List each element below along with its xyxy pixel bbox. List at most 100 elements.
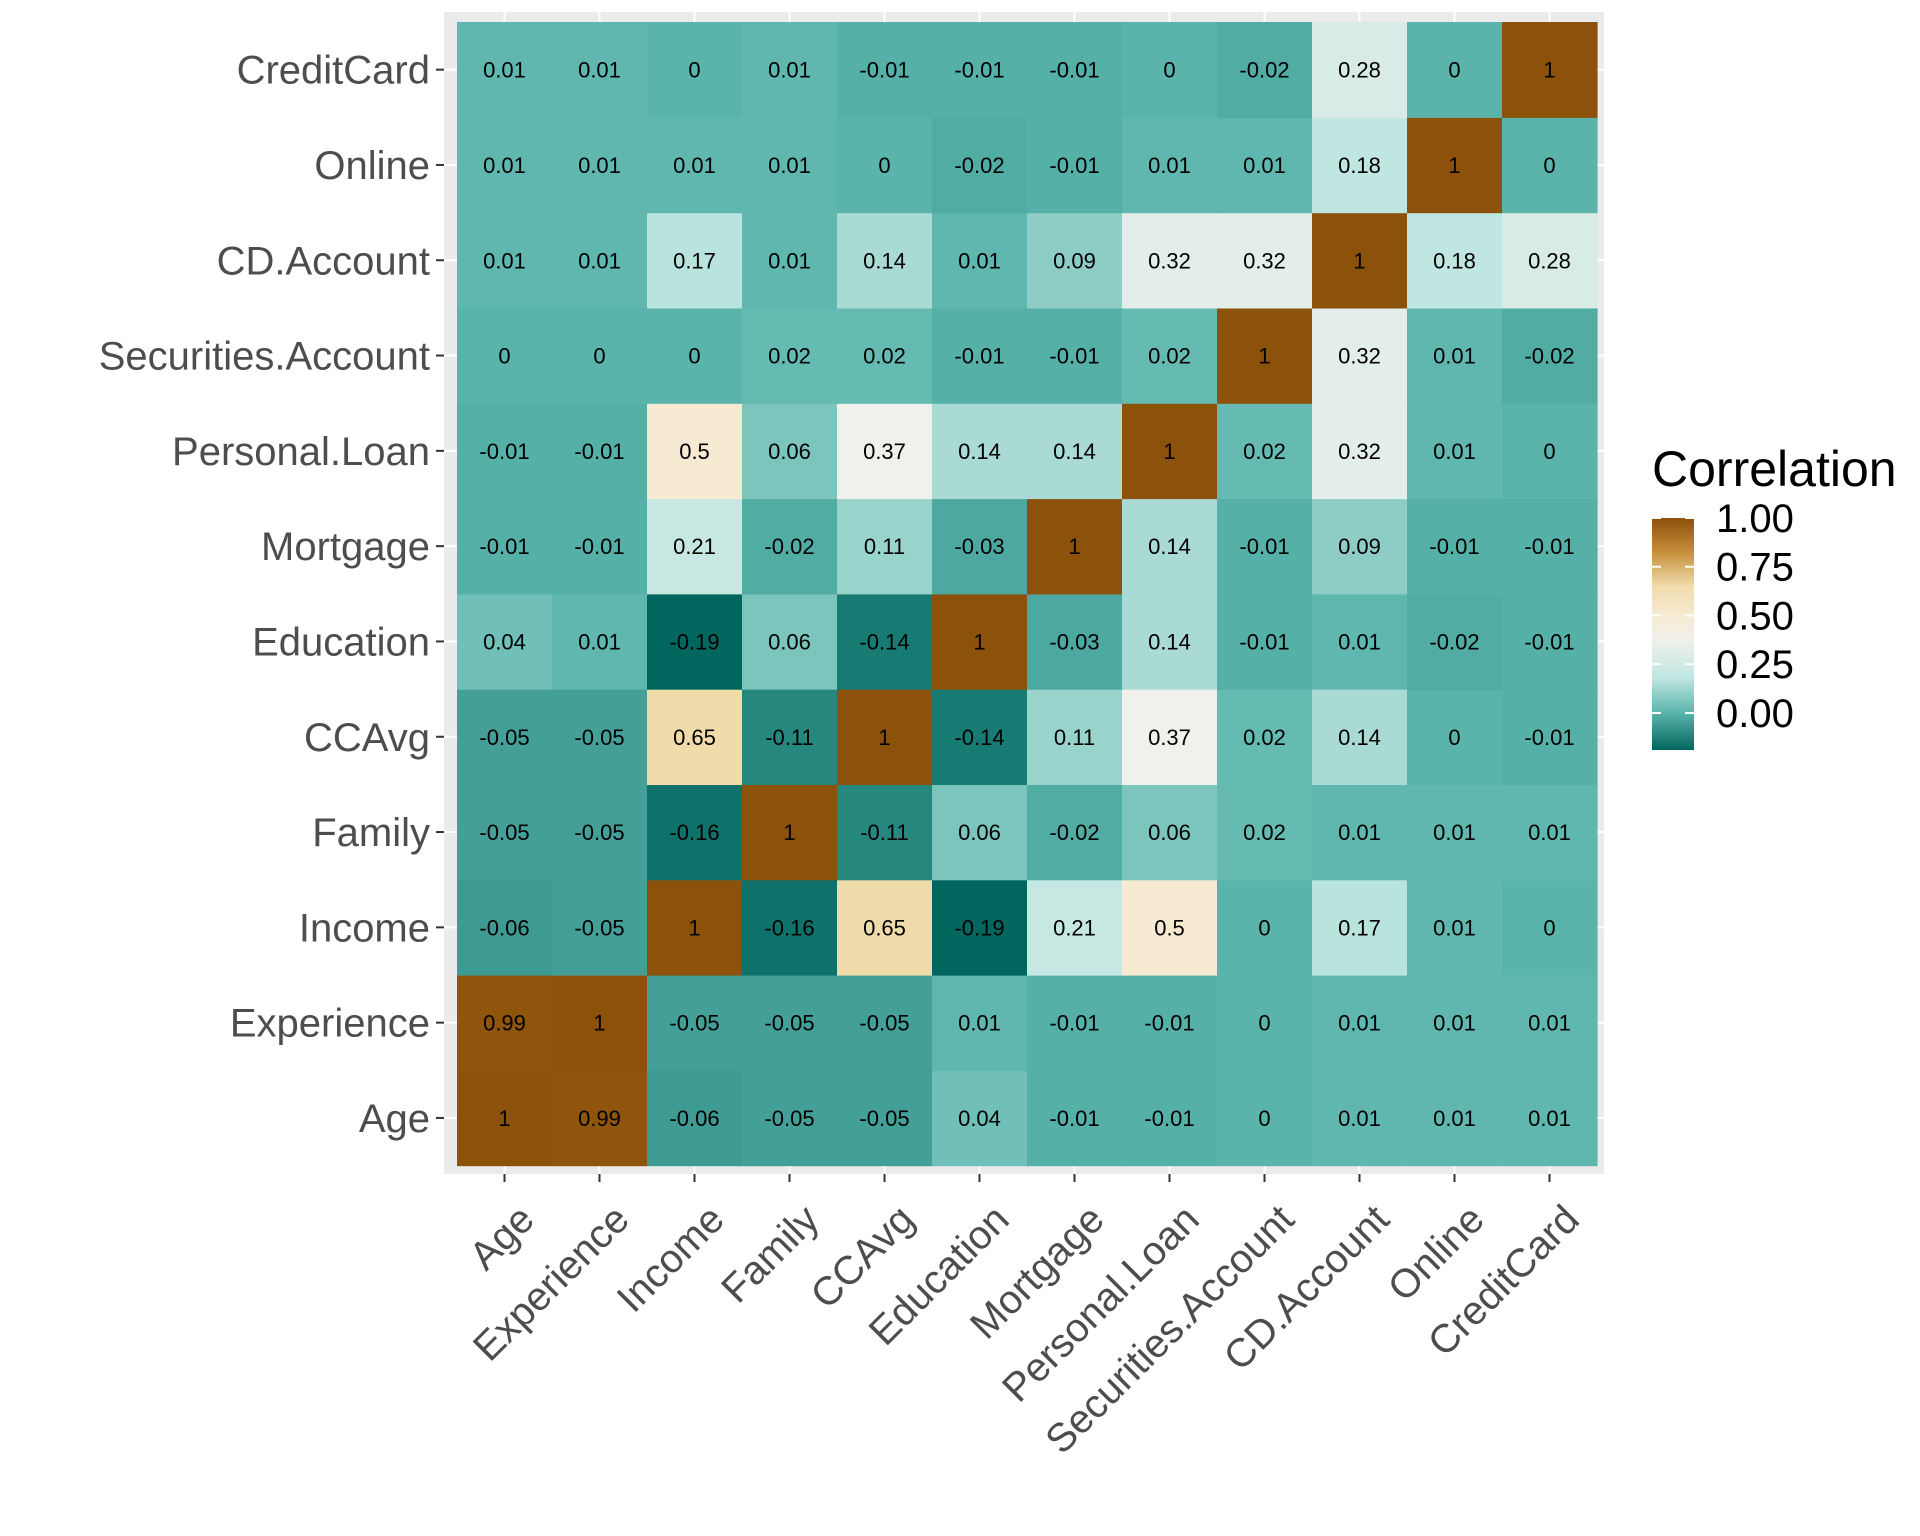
- cell-value-label: -0.01: [954, 344, 1004, 369]
- heatmap-cell-Education-CD.Account: [932, 212, 1028, 309]
- heatmap-cell-Age-Education: [457, 593, 553, 690]
- heatmap-cell-CreditCard-Experience: [1502, 975, 1598, 1071]
- cell-value-label: -0.05: [859, 1106, 909, 1131]
- heatmap-cell-Age-Family: [457, 784, 553, 881]
- heatmap-cell-Online-CD.Account: [1407, 212, 1503, 309]
- heatmap-cell-Family-CCAvg: [742, 689, 838, 785]
- heatmap-cell-CD.Account-Personal.Loan: [1312, 403, 1408, 500]
- heatmap-cell-Age-Securities.Account: [457, 307, 553, 404]
- cell-value-label: 0.01: [768, 248, 811, 273]
- heatmap-cell-Income-Income: [647, 879, 743, 976]
- y-tick-label: Family: [312, 811, 430, 855]
- heatmap-cell-Family-CreditCard: [742, 22, 838, 118]
- cell-value-label: 0.02: [1243, 820, 1286, 845]
- heatmap-cell-Family-Experience: [742, 975, 838, 1071]
- heatmap-cell-Education-Experience: [932, 975, 1028, 1071]
- heatmap-cell-CreditCard-Age: [1502, 1070, 1598, 1167]
- heatmap-cell-CD.Account-Online: [1312, 117, 1408, 214]
- heatmap-cell-Personal.Loan-Income: [1122, 879, 1218, 976]
- cell-value-label: -0.11: [860, 820, 909, 845]
- heatmap-cell-Age-Experience: [457, 975, 553, 1071]
- cell-value-label: -0.05: [574, 725, 624, 750]
- heatmap-cell-Education-Online: [932, 117, 1028, 214]
- cell-value-label: 0.02: [1148, 344, 1191, 369]
- heatmap-cell-Experience-Age: [552, 1070, 648, 1167]
- cell-value-label: -0.01: [1049, 344, 1099, 369]
- heatmap-cell-Online-Education: [1407, 593, 1503, 690]
- cell-value-label: 0.37: [863, 439, 906, 464]
- heatmap-cell-Online-Securities.Account: [1407, 307, 1503, 404]
- cell-value-label: 0.01: [578, 58, 621, 83]
- cell-value-label: -0.14: [859, 629, 909, 654]
- heatmap-cell-CD.Account-Family: [1312, 784, 1408, 881]
- heatmap-cell-Personal.Loan-Age: [1122, 1070, 1218, 1167]
- cell-value-label: 0.01: [1148, 153, 1191, 178]
- heatmap-cell-CreditCard-Education: [1502, 593, 1598, 690]
- heatmap-cell-CD.Account-Education: [1312, 593, 1408, 690]
- heatmap-cell-Personal.Loan-Online: [1122, 117, 1218, 214]
- heatmap-cell-Mortgage-Online: [1027, 117, 1123, 214]
- heatmap-cell-Securities.Account-Family: [1217, 784, 1313, 881]
- heatmap-cell-Online-Online: [1407, 117, 1503, 214]
- cell-value-label: -0.06: [669, 1106, 719, 1131]
- heatmap-cell-CreditCard-Income: [1502, 879, 1598, 976]
- heatmap-cell-Online-CreditCard: [1407, 22, 1503, 118]
- heatmap-cell-Education-Age: [932, 1070, 1028, 1167]
- cell-value-label: 0.28: [1338, 58, 1381, 83]
- cell-value-label: -0.19: [669, 629, 719, 654]
- cell-value-label: -0.02: [1429, 629, 1479, 654]
- cell-value-label: 0: [1543, 439, 1555, 464]
- cell-value-label: 0.01: [1243, 153, 1286, 178]
- heatmap-cell-CreditCard-Online: [1502, 117, 1598, 214]
- heatmap-cell-Education-Securities.Account: [932, 307, 1028, 404]
- heatmap-cell-Income-CD.Account: [647, 212, 743, 309]
- heatmap-cell-Experience-Personal.Loan: [552, 403, 648, 500]
- heatmap-cell-CCAvg-Income: [837, 879, 933, 976]
- heatmap-cell-CreditCard-Mortgage: [1502, 498, 1598, 595]
- cell-value-label: 0.65: [863, 915, 906, 940]
- cell-value-label: 0.32: [1338, 344, 1381, 369]
- heatmap-cell-Online-Income: [1407, 879, 1503, 976]
- cell-value-label: 0.01: [1433, 1011, 1476, 1036]
- heatmap-cell-Income-Mortgage: [647, 498, 743, 595]
- cell-value-label: 1: [1353, 248, 1365, 273]
- heatmap-cell-Experience-Family: [552, 784, 648, 881]
- cell-value-label: 1: [1068, 534, 1080, 559]
- cell-value-label: -0.01: [1049, 1106, 1099, 1131]
- y-tick-label: Securities.Account: [99, 335, 430, 379]
- heatmap-cell-CCAvg-CD.Account: [837, 212, 933, 309]
- cell-value-label: -0.01: [1144, 1106, 1194, 1131]
- cell-value-label: 0: [1163, 58, 1175, 83]
- heatmap-cell-Securities.Account-Income: [1217, 879, 1313, 976]
- heatmap-cell-Securities.Account-CD.Account: [1217, 212, 1313, 309]
- heatmap-cell-labels: 1 0.99 -0.06 -0.05 -0.05 0.04 -0.01 -0.01 0 0.01 0…: [479, 58, 1574, 1131]
- cell-value-label: 0: [1448, 58, 1460, 83]
- cell-value-label: 0: [498, 344, 510, 369]
- x-tick-label: Income: [609, 1197, 733, 1321]
- cell-value-label: 0.01: [1433, 439, 1476, 464]
- heatmap-cell-Online-CCAvg: [1407, 689, 1503, 785]
- heatmap-cell-CreditCard-CreditCard: [1502, 22, 1598, 118]
- heatmap-cell-Age-Age: [457, 1070, 553, 1167]
- heatmap-cell-Family-Personal.Loan: [742, 403, 838, 500]
- y-tick-label: Online: [314, 144, 430, 188]
- cell-value-label: -0.01: [1524, 725, 1574, 750]
- cell-value-label: 0.14: [863, 248, 906, 273]
- cell-value-label: 0.14: [1053, 439, 1096, 464]
- legend-ticks: 1.00 0.750.50 0.25 0.00: [1652, 497, 1794, 736]
- heatmap-cell-Family-Age: [742, 1070, 838, 1167]
- cell-value-label: -0.03: [1049, 629, 1099, 654]
- cell-value-label: 0.01: [1528, 1011, 1571, 1036]
- cell-value-label: 0.01: [768, 153, 811, 178]
- cell-value-label: 0.06: [768, 439, 811, 464]
- heatmap-cell-CreditCard-CCAvg: [1502, 689, 1598, 785]
- cell-value-label: 0: [1543, 915, 1555, 940]
- heatmap-cell-Experience-Experience: [552, 975, 648, 1071]
- heatmap-cell-Family-Education: [742, 593, 838, 690]
- heatmap-cell-CreditCard-Family: [1502, 784, 1598, 881]
- heatmap-cell-Family-Income: [742, 879, 838, 976]
- cell-value-label: 0.11: [864, 534, 905, 559]
- heatmap-cell-CCAvg-Mortgage: [837, 498, 933, 595]
- cell-value-label: 0.32: [1148, 248, 1191, 273]
- cell-value-label: 1: [593, 1011, 605, 1036]
